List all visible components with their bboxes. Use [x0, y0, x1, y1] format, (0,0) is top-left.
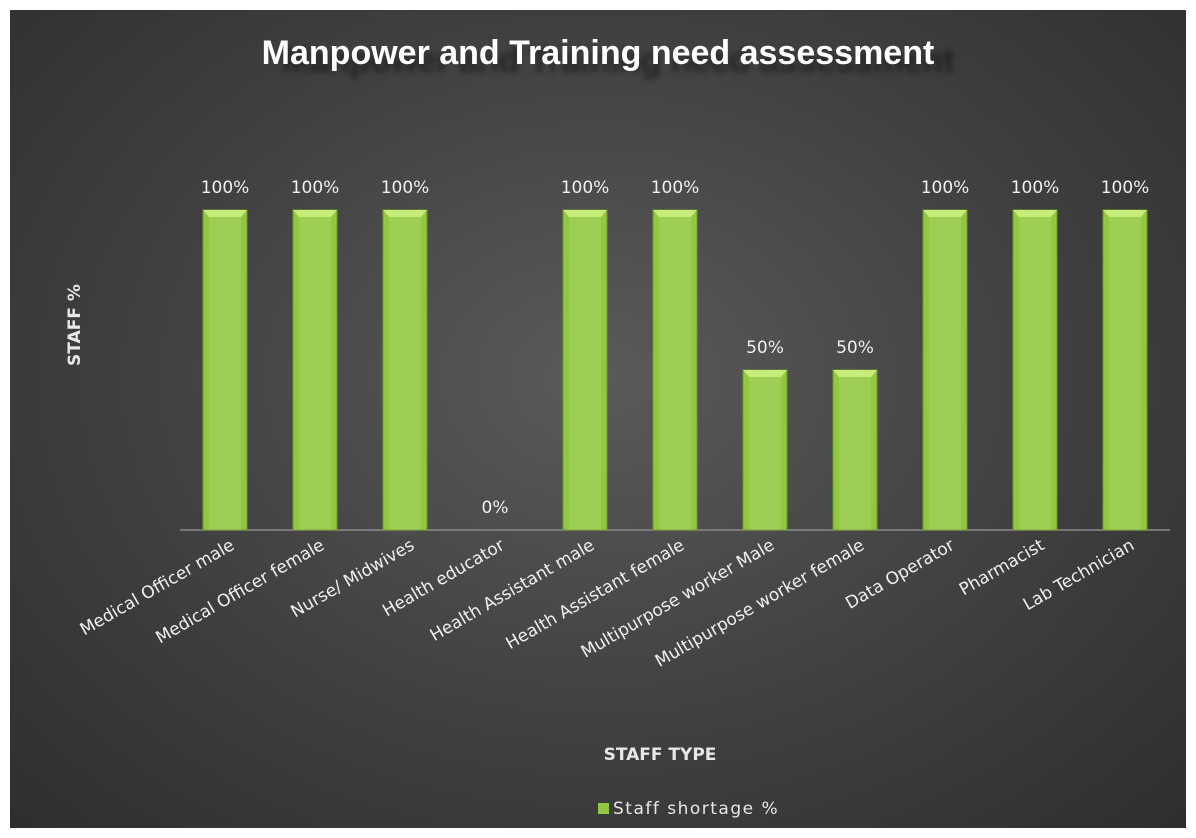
x-tick-label: Medical Officer female: [152, 535, 328, 648]
value-label: 50%: [836, 338, 874, 358]
bar: [1102, 209, 1148, 531]
bar-highlight: [749, 374, 781, 530]
bar-cap: [563, 210, 607, 217]
x-tick-label: Medical Officer male: [77, 535, 238, 640]
value-label: 100%: [651, 178, 700, 198]
x-axis-label: STAFF TYPE: [604, 745, 717, 765]
bar: [742, 369, 788, 531]
bar-highlight: [209, 214, 241, 530]
value-label: 100%: [381, 178, 430, 198]
value-label: 100%: [561, 178, 610, 198]
bar: [202, 209, 248, 531]
bar: [1012, 209, 1058, 531]
bar: [292, 209, 338, 531]
y-axis-label: STAFF %: [65, 284, 85, 366]
bar: [832, 369, 878, 531]
bar-cap: [293, 210, 337, 217]
bar: [922, 209, 968, 531]
bar-highlight: [659, 214, 691, 530]
value-label: 50%: [746, 338, 784, 358]
bar-cap: [743, 370, 787, 377]
bar-cap: [833, 370, 877, 377]
bar-highlight: [569, 214, 601, 530]
value-label: 100%: [1101, 178, 1150, 198]
bar: [562, 209, 608, 531]
bar-cap: [203, 210, 247, 217]
bar-cap: [653, 210, 697, 217]
legend-label: Staff shortage %: [613, 799, 779, 819]
x-tick-label: Health Assistant male: [427, 535, 598, 645]
bar-cap: [923, 210, 967, 217]
bar-cap: [1103, 210, 1147, 217]
value-label: 100%: [201, 178, 250, 198]
bar-highlight: [839, 374, 871, 530]
bar-highlight: [1109, 214, 1141, 530]
bar-cap: [1013, 210, 1057, 217]
value-label: 100%: [291, 178, 340, 198]
value-label: 100%: [921, 178, 970, 198]
value-label: 0%: [482, 498, 509, 518]
legend: Staff shortage %: [598, 799, 779, 819]
bar: [652, 209, 698, 531]
bar-highlight: [389, 214, 421, 530]
bar-highlight: [1019, 214, 1051, 530]
bar-highlight: [299, 214, 331, 530]
bar-highlight: [929, 214, 961, 530]
bar: [382, 209, 428, 531]
bar-cap: [383, 210, 427, 217]
value-label: 100%: [1011, 178, 1060, 198]
legend-swatch: [598, 803, 609, 814]
